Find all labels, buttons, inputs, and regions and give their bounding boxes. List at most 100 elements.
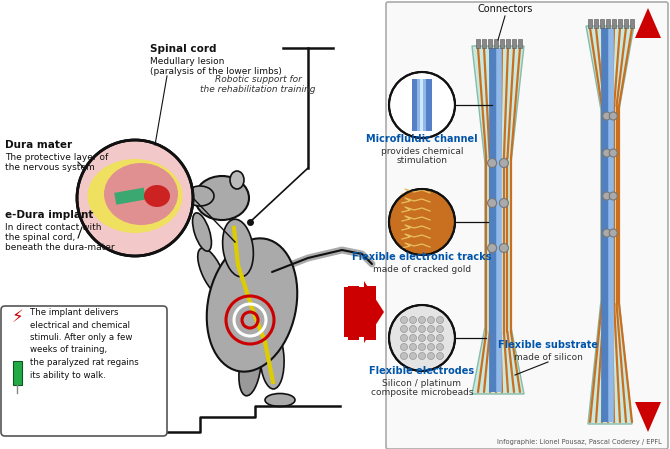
Circle shape <box>419 317 425 323</box>
Circle shape <box>499 158 509 167</box>
Bar <box>588 19 592 28</box>
Polygon shape <box>635 8 661 38</box>
Text: Flexible electronic tracks: Flexible electronic tracks <box>352 252 492 262</box>
Text: beneath the dura-mater: beneath the dura-mater <box>5 243 115 252</box>
Bar <box>606 19 610 28</box>
Circle shape <box>409 343 417 351</box>
Ellipse shape <box>207 238 297 372</box>
Text: made of silicon: made of silicon <box>514 353 582 362</box>
Circle shape <box>488 198 496 207</box>
Circle shape <box>609 229 617 237</box>
Text: the rehabilitation training: the rehabilitation training <box>200 85 316 94</box>
Ellipse shape <box>198 248 226 296</box>
Polygon shape <box>114 188 146 205</box>
Bar <box>517 39 521 48</box>
Circle shape <box>419 326 425 333</box>
Bar <box>511 39 515 48</box>
Circle shape <box>401 343 407 351</box>
Circle shape <box>409 352 417 360</box>
Bar <box>600 19 604 28</box>
Text: Medullary lesion: Medullary lesion <box>150 57 224 66</box>
Text: Silicon / platinum: Silicon / platinum <box>383 379 462 388</box>
Ellipse shape <box>260 327 284 389</box>
Circle shape <box>436 326 444 333</box>
Ellipse shape <box>230 171 244 189</box>
Circle shape <box>603 229 611 237</box>
Circle shape <box>603 149 611 157</box>
Circle shape <box>401 326 407 333</box>
Bar <box>488 39 492 48</box>
Circle shape <box>401 317 407 323</box>
FancyBboxPatch shape <box>1 306 167 436</box>
Ellipse shape <box>222 219 253 277</box>
Polygon shape <box>635 402 661 432</box>
Text: stimulation: stimulation <box>397 156 448 165</box>
Circle shape <box>603 192 611 200</box>
Bar <box>594 19 598 28</box>
Circle shape <box>609 149 617 157</box>
Text: Microfluidic channel: Microfluidic channel <box>366 134 478 144</box>
Circle shape <box>389 189 455 255</box>
Text: In direct contact with: In direct contact with <box>5 223 101 232</box>
Bar <box>618 19 622 28</box>
Text: The implant delivers
electrical and chemical
stimuli. After only a few
weeks of : The implant delivers electrical and chem… <box>30 308 139 379</box>
Circle shape <box>419 335 425 342</box>
Text: the spinal cord,: the spinal cord, <box>5 233 75 242</box>
Text: made of cracked gold: made of cracked gold <box>373 265 471 274</box>
Text: provides chemical: provides chemical <box>381 147 463 156</box>
Circle shape <box>419 343 425 351</box>
Text: Robotic support for: Robotic support for <box>214 75 302 84</box>
Text: Connectors: Connectors <box>477 4 533 14</box>
Circle shape <box>419 352 425 360</box>
Text: (paralysis of the lower limbs): (paralysis of the lower limbs) <box>150 67 282 76</box>
Text: ⚡: ⚡ <box>12 308 23 326</box>
Circle shape <box>409 326 417 333</box>
Bar <box>624 19 628 28</box>
Ellipse shape <box>186 186 214 206</box>
Circle shape <box>427 335 435 342</box>
Ellipse shape <box>104 163 178 225</box>
Circle shape <box>427 317 435 323</box>
Circle shape <box>499 243 509 252</box>
Circle shape <box>77 140 193 256</box>
Circle shape <box>436 343 444 351</box>
FancyArrow shape <box>344 281 384 343</box>
Text: Flexible substrate: Flexible substrate <box>498 340 598 350</box>
Ellipse shape <box>192 213 212 251</box>
Bar <box>348 286 359 340</box>
Bar <box>500 39 503 48</box>
Circle shape <box>427 352 435 360</box>
Text: the nervous system: the nervous system <box>5 163 94 172</box>
FancyBboxPatch shape <box>386 2 668 449</box>
Ellipse shape <box>265 393 295 406</box>
Bar <box>494 39 498 48</box>
Circle shape <box>401 335 407 342</box>
Ellipse shape <box>144 185 170 207</box>
Polygon shape <box>472 46 524 394</box>
Circle shape <box>488 158 496 167</box>
Ellipse shape <box>239 340 261 396</box>
Circle shape <box>436 317 444 323</box>
Text: composite microbeads: composite microbeads <box>371 388 473 397</box>
Ellipse shape <box>88 159 182 233</box>
Bar <box>630 19 634 28</box>
Bar <box>612 19 616 28</box>
Circle shape <box>409 317 417 323</box>
Circle shape <box>603 112 611 120</box>
Polygon shape <box>586 26 634 424</box>
Circle shape <box>488 243 496 252</box>
Text: Flexible electrodes: Flexible electrodes <box>369 366 474 376</box>
Circle shape <box>609 192 617 200</box>
Circle shape <box>389 305 455 371</box>
Circle shape <box>427 326 435 333</box>
Bar <box>482 39 486 48</box>
Text: Infographie: Lionel Pousaz, Pascal Coderey / EPFL: Infographie: Lionel Pousaz, Pascal Coder… <box>497 439 662 445</box>
Text: Spinal cord: Spinal cord <box>150 44 216 54</box>
Circle shape <box>499 198 509 207</box>
Text: e-Dura implant: e-Dura implant <box>5 210 93 220</box>
Bar <box>476 39 480 48</box>
Ellipse shape <box>195 176 249 220</box>
Circle shape <box>609 112 617 120</box>
Circle shape <box>389 72 455 138</box>
Circle shape <box>409 335 417 342</box>
